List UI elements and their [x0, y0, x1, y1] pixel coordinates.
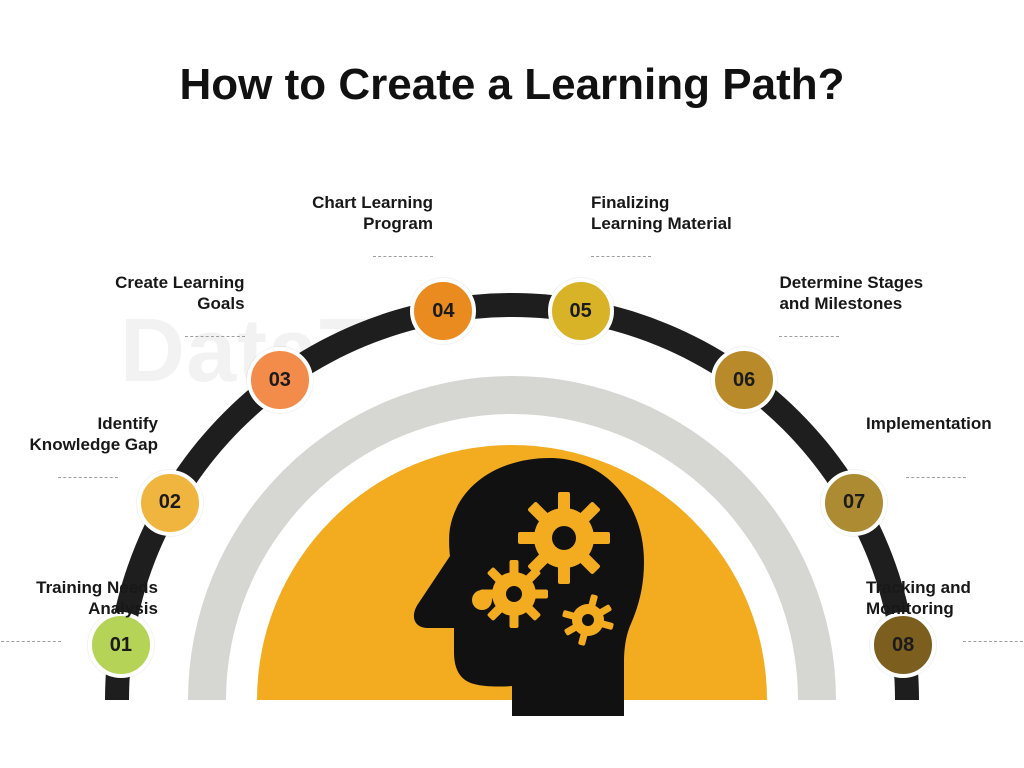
step-node-06: 06	[711, 347, 777, 413]
step-label-07: Implementation	[866, 413, 1016, 434]
connector-dash	[591, 256, 651, 257]
step-node-03: 03	[247, 347, 313, 413]
step-number: 02	[159, 491, 181, 514]
step-label-01: Training Needs Analysis	[8, 577, 158, 620]
infographic-stage: DataTobiz How to Create a Learning Path?	[0, 0, 1024, 768]
step-node-05: 05	[548, 278, 614, 344]
step-label-04: Chart Learning Program	[283, 192, 433, 235]
step-node-04: 04	[410, 278, 476, 344]
connector-dash	[779, 336, 839, 337]
step-label-06: Determine Stages and Milestones	[779, 272, 929, 315]
step-number: 04	[432, 300, 454, 323]
step-number: 07	[843, 491, 865, 514]
connector-dash	[963, 641, 1023, 642]
step-label-05: Finalizing Learning Material	[591, 192, 741, 235]
step-label-02: Identify Knowledge Gap	[8, 413, 158, 456]
step-node-01: 01	[88, 612, 154, 678]
step-number: 03	[269, 369, 291, 392]
step-number: 06	[733, 369, 755, 392]
step-label-08: Tracking and Monitoring	[866, 577, 1016, 620]
connector-dash	[906, 477, 966, 478]
step-label-03: Create Learning Goals	[95, 272, 245, 315]
connector-dash	[373, 256, 433, 257]
step-node-07: 07	[821, 470, 887, 536]
steps-layer: 01 Training Needs Analysis 02 Identify Know…	[0, 0, 1024, 768]
step-number: 08	[892, 634, 914, 657]
step-node-08: 08	[870, 612, 936, 678]
connector-dash	[185, 336, 245, 337]
step-number: 01	[110, 634, 132, 657]
connector-dash	[1, 641, 61, 642]
connector-dash	[58, 477, 118, 478]
step-node-02: 02	[137, 470, 203, 536]
step-number: 05	[569, 300, 591, 323]
